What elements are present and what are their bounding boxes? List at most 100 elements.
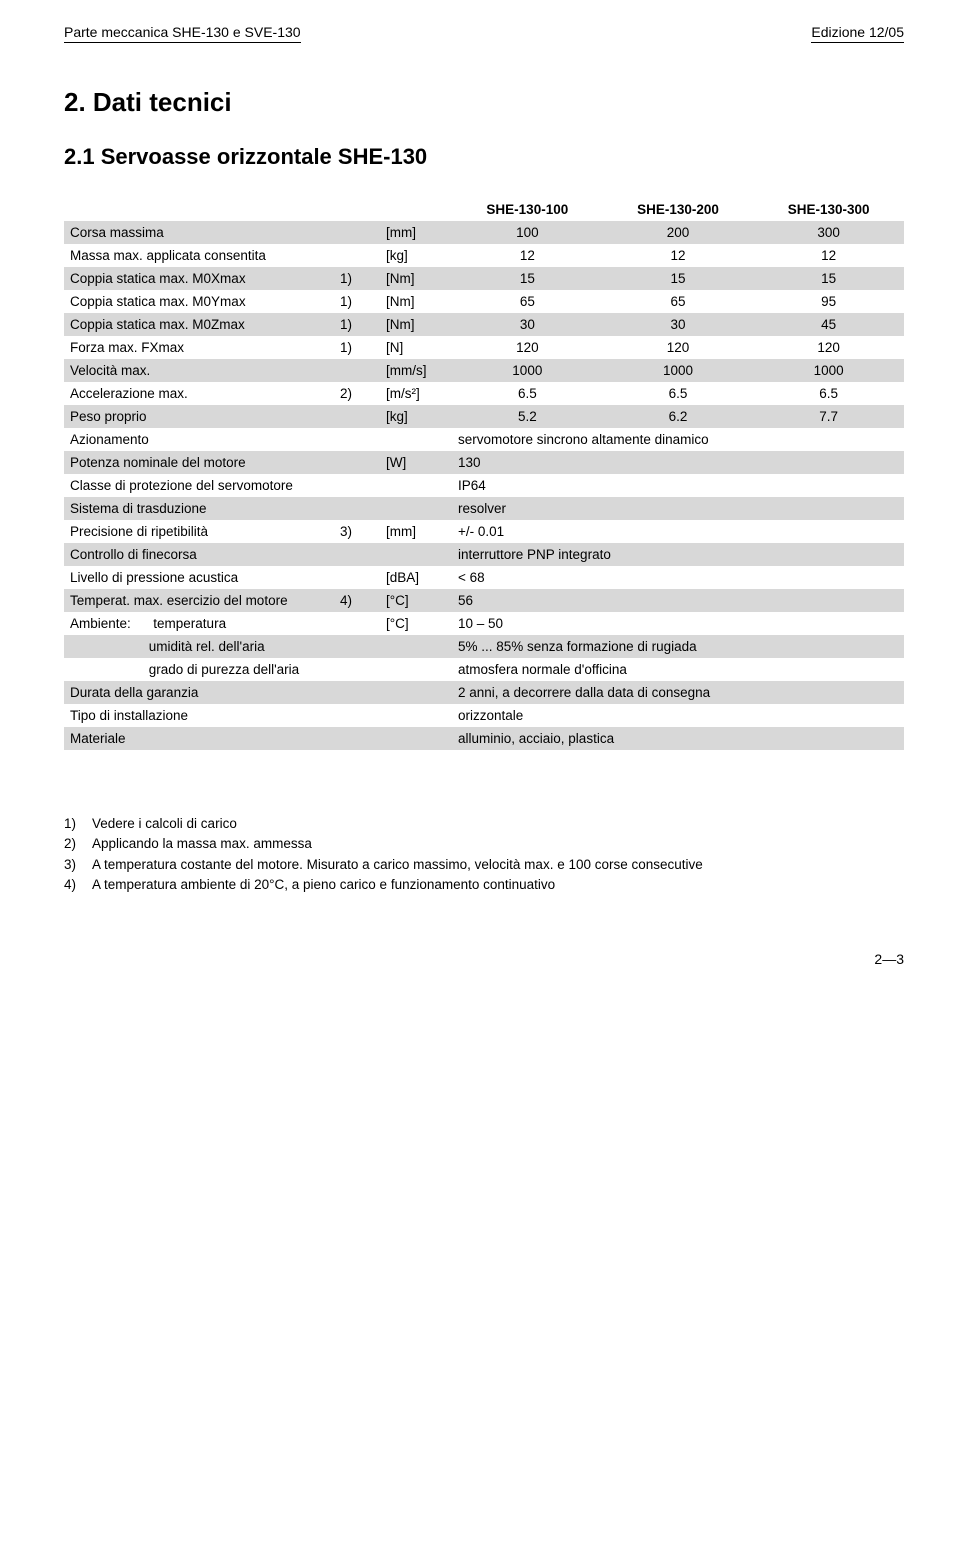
- table-row: Precisione di ripetibilità3)[mm]+/- 0.01: [64, 520, 904, 543]
- row-value: 1000: [753, 359, 904, 382]
- table-row: Temperat. max. esercizio del motore4)[°C…: [64, 589, 904, 612]
- row-value: 65: [603, 290, 754, 313]
- row-footnote-ref: 2): [334, 382, 380, 405]
- row-value-wide: resolver: [452, 497, 904, 520]
- row-value-wide: 130: [452, 451, 904, 474]
- footnotes: 1)Vedere i calcoli di carico2)Applicando…: [64, 814, 904, 895]
- row-footnote-ref: 1): [334, 290, 380, 313]
- row-unit: [m/s²]: [380, 382, 452, 405]
- table-row: Corsa massima[mm]100200300: [64, 221, 904, 244]
- section-title: 2. Dati tecnici: [64, 87, 904, 118]
- row-unit: [380, 543, 452, 566]
- row-value: 1000: [452, 359, 603, 382]
- row-unit: [°C]: [380, 589, 452, 612]
- footnote: 1)Vedere i calcoli di carico: [64, 814, 904, 834]
- row-value: 12: [603, 244, 754, 267]
- row-value: 120: [603, 336, 754, 359]
- table-row: grado di purezza dell'ariaatmosfera norm…: [64, 658, 904, 681]
- footnote-text: A temperatura costante del motore. Misur…: [92, 855, 703, 875]
- row-label: Classe di protezione del servomotore: [64, 474, 334, 497]
- subsection-title: 2.1 Servoasse orizzontale SHE-130: [64, 144, 904, 170]
- footnote-text: Applicando la massa max. ammessa: [92, 834, 312, 854]
- header-left: Parte meccanica SHE-130 e SVE-130: [64, 24, 301, 43]
- row-footnote-ref: [334, 543, 380, 566]
- row-footnote-ref: 3): [334, 520, 380, 543]
- row-value: 1000: [603, 359, 754, 382]
- footnote: 4)A temperatura ambiente di 20°C, a pien…: [64, 875, 904, 895]
- row-value: 65: [452, 290, 603, 313]
- table-row: Potenza nominale del motore[W]130: [64, 451, 904, 474]
- row-unit: [380, 497, 452, 520]
- table-row: Massa max. applicata consentita[kg]12121…: [64, 244, 904, 267]
- footnote-number: 2): [64, 834, 92, 854]
- table-row: Coppia statica max. M0Zmax1)[Nm]303045: [64, 313, 904, 336]
- row-value-wide: < 68: [452, 566, 904, 589]
- row-unit: [mm]: [380, 520, 452, 543]
- header-right: Edizione 12/05: [811, 24, 904, 43]
- row-label: umidità rel. dell'aria: [64, 635, 334, 658]
- table-row: Durata della garanzia2 anni, a decorrere…: [64, 681, 904, 704]
- row-label: Coppia statica max. M0Ymax: [64, 290, 334, 313]
- footnote-number: 4): [64, 875, 92, 895]
- row-label: Velocità max.: [64, 359, 334, 382]
- row-label: Precisione di ripetibilità: [64, 520, 334, 543]
- row-value: 45: [753, 313, 904, 336]
- spec-table: SHE-130-100 SHE-130-200 SHE-130-300 Cors…: [64, 198, 904, 750]
- row-footnote-ref: [334, 727, 380, 750]
- row-label: Controllo di finecorsa: [64, 543, 334, 566]
- table-row: Forza max. FXmax1)[N]120120120: [64, 336, 904, 359]
- row-value: 6.2: [603, 405, 754, 428]
- row-unit: [kg]: [380, 244, 452, 267]
- row-value: 95: [753, 290, 904, 313]
- table-row: Controllo di finecorsa interruttore PNP i…: [64, 543, 904, 566]
- row-label: Azionamento: [64, 428, 334, 451]
- row-value-wide: atmosfera normale d'officina: [452, 658, 904, 681]
- row-value-wide: orizzontale: [452, 704, 904, 727]
- row-value: 120: [753, 336, 904, 359]
- row-value-wide: 5% ... 85% senza formazione di rugiada: [452, 635, 904, 658]
- row-label: Materiale: [64, 727, 334, 750]
- table-body: Corsa massima[mm]100200300Massa max. app…: [64, 221, 904, 750]
- table-row: umidità rel. dell'aria 5% ... 85% senza f…: [64, 635, 904, 658]
- row-label: Accelerazione max.: [64, 382, 334, 405]
- row-label: Sistema di trasduzione: [64, 497, 334, 520]
- table-row: Accelerazione max.2)[m/s²]6.56.56.5: [64, 382, 904, 405]
- row-value-wide: +/- 0.01: [452, 520, 904, 543]
- row-value: 7.7: [753, 405, 904, 428]
- row-unit: [Nm]: [380, 313, 452, 336]
- row-unit: [°C]: [380, 612, 452, 635]
- table-row: Peso proprio[kg]5.26.27.7: [64, 405, 904, 428]
- row-footnote-ref: [334, 221, 380, 244]
- footnote: 2)Applicando la massa max. ammessa: [64, 834, 904, 854]
- row-unit: [W]: [380, 451, 452, 474]
- row-value-wide: interruttore PNP integrato: [452, 543, 904, 566]
- row-value-wide: 10 – 50: [452, 612, 904, 635]
- row-value-wide: 56: [452, 589, 904, 612]
- table-row: Tipo di installazione orizzontale: [64, 704, 904, 727]
- row-value: 6.5: [753, 382, 904, 405]
- row-unit: [380, 428, 452, 451]
- row-value: 5.2: [452, 405, 603, 428]
- row-unit: [dBA]: [380, 566, 452, 589]
- table-row: Azionamentoservomotore sincrono altament…: [64, 428, 904, 451]
- footnote: 3)A temperatura costante del motore. Mis…: [64, 855, 904, 875]
- row-footnote-ref: [334, 635, 380, 658]
- row-unit: [Nm]: [380, 290, 452, 313]
- row-value: 15: [603, 267, 754, 290]
- table-row: Ambiente: temperatura[°C]10 – 50: [64, 612, 904, 635]
- row-value: 12: [452, 244, 603, 267]
- row-unit: [380, 474, 452, 497]
- row-unit: [380, 704, 452, 727]
- table-row: Coppia statica max. M0Xmax1)[Nm]151515: [64, 267, 904, 290]
- footnote-number: 3): [64, 855, 92, 875]
- row-label: Peso proprio: [64, 405, 334, 428]
- row-label: Tipo di installazione: [64, 704, 334, 727]
- row-footnote-ref: [334, 658, 380, 681]
- row-footnote-ref: [334, 405, 380, 428]
- table-row: Classe di protezione del servomotoreIP64: [64, 474, 904, 497]
- row-label: Massa max. applicata consentita: [64, 244, 334, 267]
- row-footnote-ref: [334, 681, 380, 704]
- row-value: 300: [753, 221, 904, 244]
- row-value: 6.5: [603, 382, 754, 405]
- row-footnote-ref: [334, 428, 380, 451]
